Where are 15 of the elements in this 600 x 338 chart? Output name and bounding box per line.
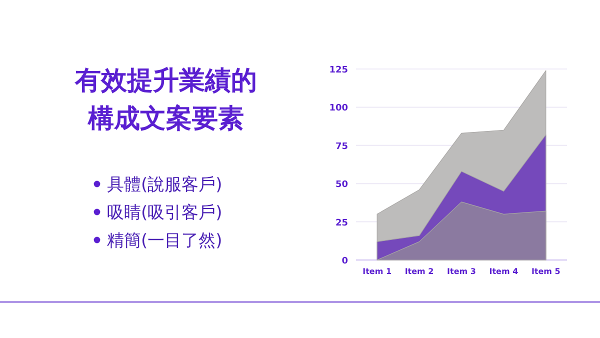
x-tick-label: Item 3 (447, 267, 476, 276)
x-tick-label: Item 5 (531, 267, 561, 276)
y-tick-label: 25 (335, 218, 348, 228)
y-tick-label: 125 (329, 66, 348, 76)
x-tick-label: Item 4 (489, 267, 519, 276)
x-tick-label: Item 1 (362, 267, 392, 276)
text: 精簡(一目了然) (107, 231, 222, 251)
text: 吸睛(吸引客戶) (107, 203, 222, 223)
y-tick-label: 75 (335, 142, 348, 152)
text: 有效提升業績的構成文案要素 (74, 66, 257, 134)
y-tick-label: 100 (329, 104, 348, 114)
x-tick-label: Item 2 (404, 267, 434, 276)
text: 具體(說服客戶) (107, 175, 222, 195)
y-tick-label: 50 (335, 180, 348, 190)
y-tick-label: 0 (342, 256, 348, 266)
